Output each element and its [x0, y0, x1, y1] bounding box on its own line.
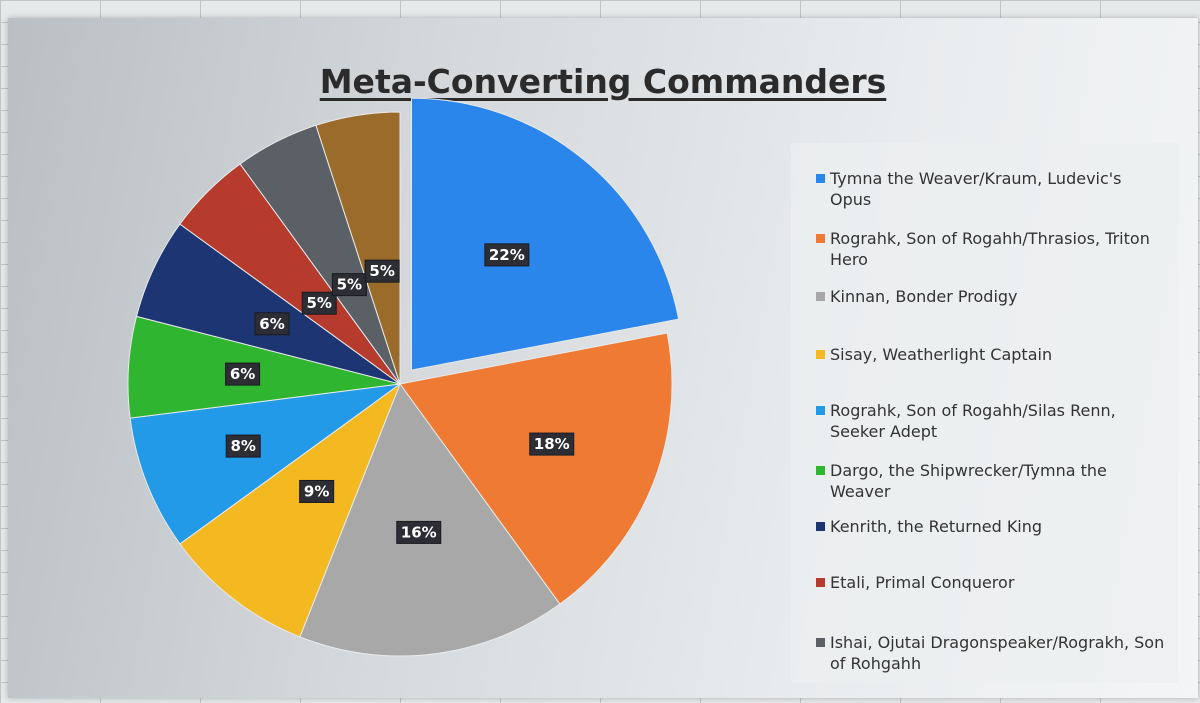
pie-slice[interactable]: [315, 111, 401, 385]
pie-slice[interactable]: [410, 97, 680, 371]
pie-slice[interactable]: [179, 382, 402, 638]
chart-title: Meta-Converting Commanders: [319, 62, 887, 101]
svg-text:16%: 16%: [401, 523, 437, 541]
svg-text:8%: 8%: [230, 437, 255, 455]
chart-area[interactable]: Meta-Converting Commanders 22% 18% 16% 9% 8%…: [8, 18, 1198, 698]
legend-swatch: [816, 350, 825, 359]
slice-data-label: 18%: [529, 432, 575, 456]
svg-text:6%: 6%: [230, 365, 255, 383]
svg-text:6%: 6%: [259, 315, 284, 333]
pie-slice[interactable]: [129, 383, 401, 545]
slice-data-label: 5%: [364, 259, 400, 283]
legend-item[interactable]: Kinnan, Bonder Prodigy: [816, 286, 1166, 307]
legend-item[interactable]: Ishai, Ojutai Dragonspeaker/Rograkh, Son…: [816, 632, 1166, 674]
legend-swatch: [816, 234, 825, 243]
legend-item[interactable]: Rograhk, Son of Rogahh/Thrasios, Triton …: [816, 228, 1166, 270]
slice-data-label: 8%: [225, 434, 261, 458]
legend-swatch: [816, 578, 825, 587]
pie-chart[interactable]: 22% 18% 16% 9% 8% 6% 6% 5% 5% 5%: [8, 18, 1198, 698]
legend-item[interactable]: Rograhk, Son of Rogahh/Silas Renn, Seeke…: [816, 400, 1166, 442]
legend-label: Etali, Primal Conqueror: [830, 573, 1015, 592]
legend-swatch: [816, 466, 825, 475]
legend-label: Dargo, the Shipwrecker/Tymna the Weaver: [830, 461, 1107, 501]
slice-data-label: 22%: [484, 243, 530, 267]
svg-text:22%: 22%: [489, 246, 525, 264]
slice-data-label: 6%: [225, 362, 261, 386]
svg-text:18%: 18%: [534, 435, 570, 453]
slice-data-label: 5%: [331, 273, 367, 297]
pie-slice[interactable]: [299, 382, 561, 657]
slice-data-label: 5%: [301, 291, 337, 315]
legend-swatch: [816, 638, 825, 647]
legend-swatch: [816, 522, 825, 531]
legend-label: Ishai, Ojutai Dragonspeaker/Rograkh, Son…: [830, 633, 1165, 673]
legend-swatch: [816, 292, 825, 301]
slice-data-label: 6%: [254, 312, 290, 336]
legend-item[interactable]: Sisay, Weatherlight Captain: [816, 344, 1166, 365]
legend-item[interactable]: Dargo, the Shipwrecker/Tymna the Weaver: [816, 460, 1166, 502]
legend-label: Tymna the Weaver/Kraum, Ludevic's Opus: [830, 169, 1122, 209]
svg-text:5%: 5%: [369, 262, 394, 280]
svg-text:5%: 5%: [337, 276, 362, 294]
pie-slice[interactable]: [399, 332, 673, 605]
slice-data-label: 16%: [396, 520, 442, 544]
legend-label: Rograhk, Son of Rogahh/Silas Renn, Seeke…: [830, 401, 1116, 441]
legend-label: Kinnan, Bonder Prodigy: [830, 287, 1018, 306]
legend-swatch: [816, 174, 825, 183]
legend[interactable]: Tymna the Weaver/Kraum, Ludevic's Opus Ro…: [791, 143, 1178, 683]
svg-text:9%: 9%: [304, 482, 329, 500]
legend-item[interactable]: Tymna the Weaver/Kraum, Ludevic's Opus: [816, 168, 1166, 210]
legend-label: Rograhk, Son of Rogahh/Thrasios, Triton …: [830, 229, 1150, 269]
legend-label: Sisay, Weatherlight Captain: [830, 345, 1053, 364]
legend-label: Kenrith, the Returned King: [830, 517, 1043, 536]
legend-item[interactable]: Kenrith, the Returned King: [816, 516, 1166, 537]
legend-item[interactable]: Etali, Primal Conqueror: [816, 572, 1166, 593]
legend-swatch: [816, 406, 825, 415]
svg-text:5%: 5%: [306, 294, 331, 312]
slice-data-label: 9%: [299, 479, 335, 503]
